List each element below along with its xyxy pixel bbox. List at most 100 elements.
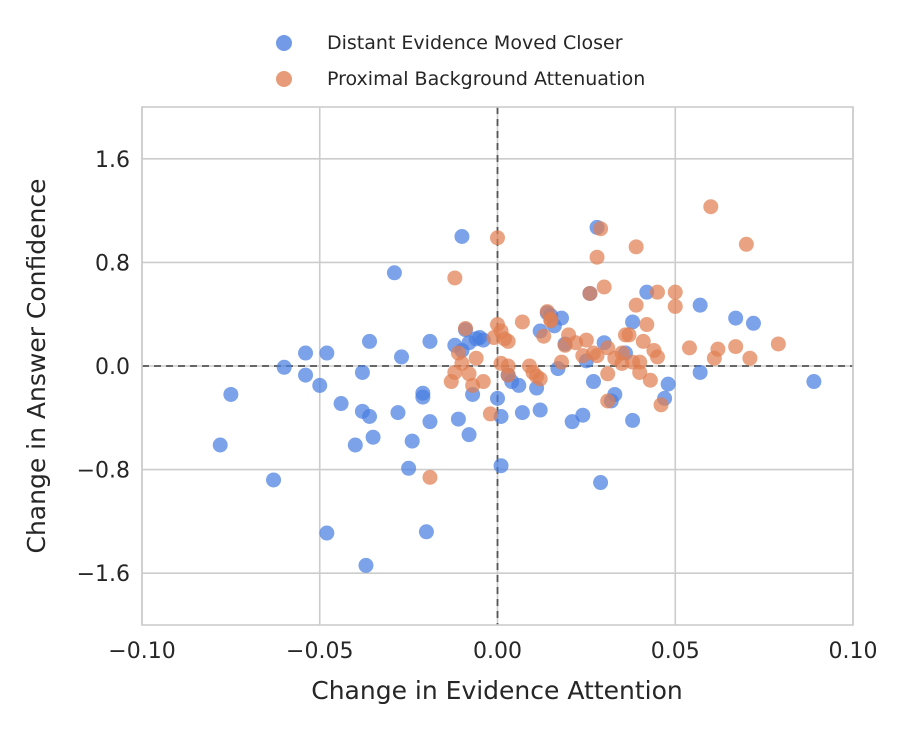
point-proximal-6 xyxy=(458,320,474,336)
point-distant-24 xyxy=(418,524,434,540)
point-distant-40 xyxy=(493,458,509,474)
point-proximal-59 xyxy=(681,340,697,356)
point-distant-7 xyxy=(319,345,335,361)
point-distant-58 xyxy=(585,374,601,390)
legend-label-distant: Distant Evidence Moved Closer xyxy=(327,32,623,54)
point-distant-9 xyxy=(333,396,349,412)
point-distant-71 xyxy=(692,297,708,313)
point-proximal-67 xyxy=(600,393,616,409)
y-axis-title: Change in Answer Confidence xyxy=(22,179,51,554)
point-proximal-2 xyxy=(447,270,463,286)
x-axis-title: Change in Evidence Attention xyxy=(311,676,682,705)
point-proximal-36 xyxy=(589,249,605,265)
legend: Distant Evidence Moved Closer Proximal B… xyxy=(276,32,645,90)
point-distant-2 xyxy=(266,472,282,488)
point-proximal-70 xyxy=(632,364,648,380)
point-distant-25 xyxy=(422,333,438,349)
point-distant-16 xyxy=(365,429,381,445)
point-distant-46 xyxy=(532,402,548,418)
point-proximal-45 xyxy=(621,327,637,343)
point-proximal-63 xyxy=(728,339,744,355)
x-tick-label-0: −0.10 xyxy=(108,639,175,664)
point-distant-29 xyxy=(454,229,470,244)
point-distant-72 xyxy=(728,310,744,326)
point-distant-33 xyxy=(461,427,477,443)
point-distant-17 xyxy=(386,265,402,281)
point-proximal-55 xyxy=(649,349,665,365)
point-proximal-52 xyxy=(642,372,658,388)
y-tick-label-0: 1.6 xyxy=(95,148,130,173)
x-tick-label-3: 0.05 xyxy=(651,639,700,664)
point-distant-6 xyxy=(312,377,328,393)
point-proximal-64 xyxy=(738,236,754,252)
point-proximal-56 xyxy=(653,397,669,413)
point-proximal-23 xyxy=(532,371,548,387)
legend-label-proximal: Proximal Background Attenuation xyxy=(327,68,645,90)
point-proximal-39 xyxy=(600,366,616,382)
point-distant-44 xyxy=(514,405,530,421)
point-distant-73 xyxy=(745,315,761,331)
point-distant-18 xyxy=(390,405,406,421)
point-proximal-69 xyxy=(468,350,484,366)
point-distant-69 xyxy=(660,376,676,392)
point-distant-8 xyxy=(319,525,335,541)
point-proximal-50 xyxy=(635,333,651,349)
point-distant-26 xyxy=(422,414,438,430)
y-tick-label-3: −0.8 xyxy=(77,459,130,484)
point-proximal-32 xyxy=(578,332,594,348)
plot-frame xyxy=(141,106,854,626)
point-distant-65 xyxy=(625,412,641,428)
point-distant-70 xyxy=(692,364,708,380)
point-proximal-12 xyxy=(490,230,505,246)
point-proximal-58 xyxy=(667,284,683,300)
y-tick-labels: 1.6 0.8 0.0 −0.8 −1.6 xyxy=(77,148,130,587)
point-proximal-47 xyxy=(628,239,644,255)
point-proximal-68 xyxy=(543,313,559,329)
point-distant-66 xyxy=(625,314,641,330)
point-proximal-27 xyxy=(553,354,569,370)
point-proximal-62 xyxy=(710,341,726,357)
point-distant-38 xyxy=(490,390,505,406)
y-tick-label-1: 0.8 xyxy=(95,251,130,276)
point-proximal-48 xyxy=(628,297,644,313)
point-proximal-17 xyxy=(500,333,516,349)
y-tick-label-4: −1.6 xyxy=(77,562,130,587)
point-distant-74 xyxy=(806,374,822,390)
point-proximal-38 xyxy=(596,279,612,295)
point-distant-10 xyxy=(347,437,363,453)
point-distant-60 xyxy=(593,475,609,491)
point-proximal-71 xyxy=(500,358,516,374)
point-proximal-10 xyxy=(482,406,498,422)
point-proximal-65 xyxy=(742,350,758,366)
point-proximal-66 xyxy=(770,336,786,352)
x-tick-labels: −0.10 −0.05 0.00 0.05 0.10 xyxy=(108,639,877,664)
point-distant-1 xyxy=(223,386,239,402)
point-distant-14 xyxy=(362,409,378,425)
point-proximal-7 xyxy=(461,366,477,382)
point-distant-20 xyxy=(401,460,417,476)
y-tick-label-2: 0.0 xyxy=(95,355,130,380)
point-distant-13 xyxy=(358,557,374,573)
point-distant-0 xyxy=(212,437,228,453)
point-proximal-9 xyxy=(475,374,491,390)
x-tick-label-4: 0.10 xyxy=(829,639,878,664)
point-proximal-60 xyxy=(703,199,719,215)
point-distant-11 xyxy=(354,364,370,380)
point-proximal-33 xyxy=(582,285,598,301)
point-proximal-51 xyxy=(639,317,655,333)
point-proximal-35 xyxy=(589,348,605,364)
point-distant-4 xyxy=(298,345,314,361)
point-distant-55 xyxy=(575,407,591,423)
point-proximal-57 xyxy=(667,298,683,314)
x-tick-label-2: 0.00 xyxy=(473,639,522,664)
point-proximal-19 xyxy=(514,314,530,330)
point-proximal-43 xyxy=(614,345,630,361)
x-tick-label-1: −0.05 xyxy=(286,639,353,664)
point-proximal-49 xyxy=(632,354,648,370)
legend-marker-proximal xyxy=(276,71,292,87)
point-distant-67 xyxy=(639,284,655,300)
point-proximal-37 xyxy=(593,221,609,237)
point-distant-3 xyxy=(276,359,292,375)
data-points xyxy=(212,199,822,573)
